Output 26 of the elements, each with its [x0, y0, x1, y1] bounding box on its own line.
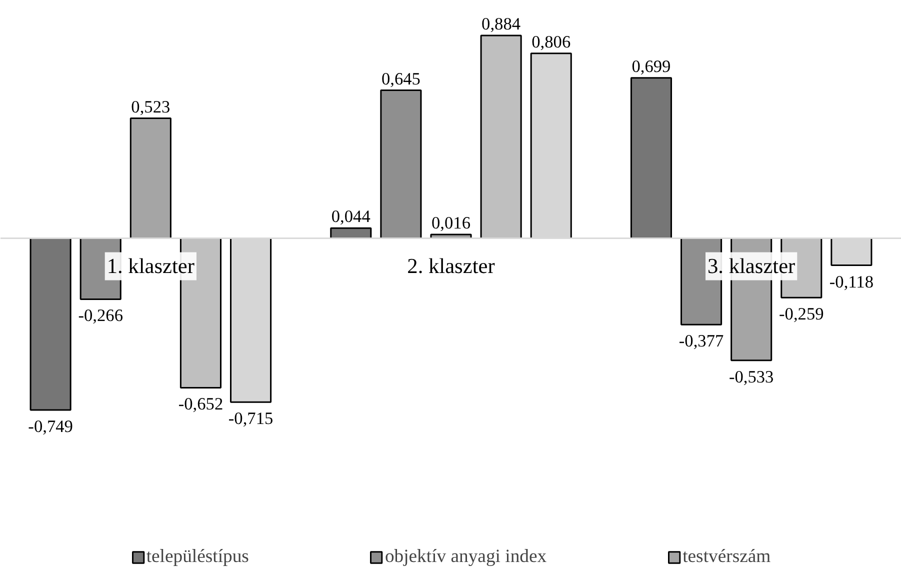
- data-label: -0,259: [779, 304, 824, 324]
- bar: [630, 77, 672, 239]
- data-label: -0,715: [228, 409, 274, 428]
- bar: [30, 237, 72, 411]
- bar: [130, 118, 172, 239]
- bar: [380, 90, 422, 239]
- data-label: 0,523: [131, 97, 170, 116]
- data-label: -0,118: [829, 272, 874, 292]
- data-label: 0,645: [381, 69, 420, 88]
- bar: [480, 34, 522, 239]
- data-label: -0,749: [28, 416, 73, 436]
- data-label: -0,533: [728, 367, 774, 386]
- x-tick-label: 2. klaszter: [407, 254, 495, 278]
- data-label: 0,806: [532, 32, 571, 52]
- legend-label: objektív anyagi index: [384, 546, 547, 568]
- data-label: -0,266: [78, 306, 124, 326]
- x-tick-label: 1. klaszter: [106, 254, 194, 278]
- x-tick-label: 3. klaszter: [708, 254, 796, 278]
- data-label: -0,652: [178, 394, 224, 414]
- data-label: 0,884: [482, 14, 521, 34]
- legend-label: településtípus: [146, 546, 249, 568]
- data-label: 0,699: [632, 56, 671, 76]
- data-label: 0,016: [432, 214, 471, 233]
- data-label: 0,044: [331, 207, 371, 226]
- data-label: -0,377: [678, 332, 724, 351]
- legend-label: testvérszám: [682, 546, 771, 568]
